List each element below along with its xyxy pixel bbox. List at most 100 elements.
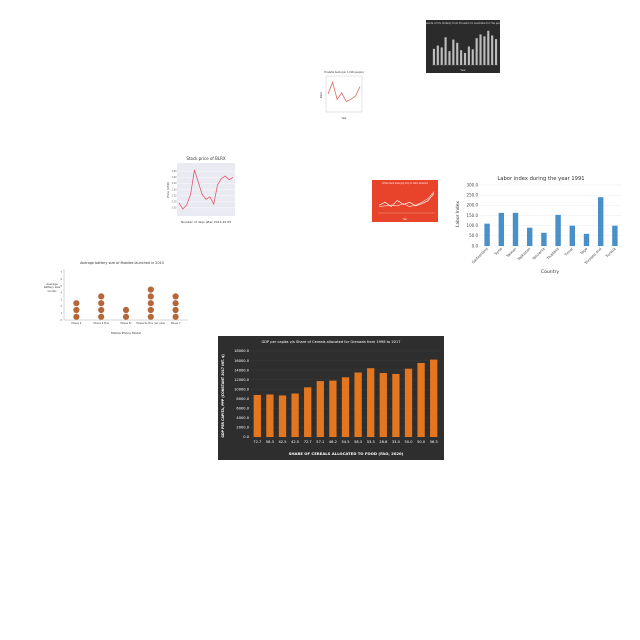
y-axis-label: GDP PER CAPITA, PPP (CONSTANT 2017 INT. … — [221, 354, 225, 438]
y-tick-label: 2.30 — [172, 188, 177, 191]
x-axis-label: Mobile Phone Model — [111, 331, 141, 335]
dot-3-1 — [122, 313, 130, 320]
x-tick-label: Togo — [579, 247, 588, 256]
x-axis-label: SHARE OF CEREALS ALLOCATED TO FOOD (FAO,… — [289, 451, 404, 456]
y-tick-label: 2.60 — [172, 170, 177, 173]
x-tick-label: 42.5 — [291, 440, 299, 444]
bar-1 — [253, 394, 261, 437]
bar-taiwan — [512, 212, 519, 246]
urban-land-line-chart: Urban land area (sq. km) in Latin Americ… — [372, 180, 438, 222]
x-tick-label: 56.3 — [430, 440, 438, 444]
bar-2 — [266, 394, 274, 437]
y-axis-label: Beds — [320, 91, 323, 98]
bar-tunisia — [612, 225, 618, 246]
x-tick-label: 50.0 — [404, 440, 413, 444]
x-tick-label: 54.5 — [341, 440, 349, 444]
bar-2015 — [491, 35, 494, 65]
plot-frame — [325, 75, 363, 113]
bar-2012 — [479, 34, 482, 65]
dot-4-4 — [147, 293, 154, 300]
bar-2001 — [436, 45, 439, 65]
y-tick-label: 2000.0 — [236, 426, 249, 430]
x-tick-label: Switzerland — [471, 247, 489, 265]
y-tick-label: 2.50 — [172, 176, 177, 179]
x-tick-label: 42.5 — [278, 440, 286, 444]
x-tick-label: Thailand — [545, 247, 559, 261]
x-tick-label: Tajikistan — [516, 247, 531, 262]
y-tick-label: 2.20 — [172, 194, 177, 197]
y-axis-label: Price (USD) — [166, 182, 170, 198]
bar-tanzania — [541, 232, 547, 246]
x-axis-label: Year — [341, 117, 346, 120]
y-tick-label: 150.0 — [467, 213, 479, 218]
dot-4-2 — [147, 306, 154, 314]
y-tick-label: 12000.0 — [234, 378, 250, 382]
chart-title: Labor index during the year 1991 — [497, 176, 584, 182]
y-axis-label: Average battery size (units) — [43, 283, 61, 293]
y-tick-label: 4000.0 — [236, 416, 249, 420]
bar-2005 — [452, 39, 455, 65]
bar-3 — [278, 395, 287, 437]
x-tick-label: 57.1 — [316, 440, 324, 444]
y-tick-label: 8000.0 — [236, 397, 249, 401]
y-tick-label: 6 — [60, 278, 62, 281]
bar-2004 — [448, 51, 451, 65]
bar-2013 — [483, 36, 486, 65]
dot-4-1 — [147, 313, 154, 320]
battery-size-dot-chart: Average battery size of Mobiles launched… — [42, 257, 194, 337]
y-tick-label: 0.0 — [243, 435, 249, 439]
chart-title: Stock price of BLRX — [186, 156, 225, 161]
x-tick-label: 72.7 — [304, 440, 312, 444]
bar-9 — [354, 372, 362, 437]
y-tick-label: 1 — [60, 312, 62, 315]
labor-index-bar-chart: Labor index during the year 1991 0.0 50.0… — [454, 172, 624, 276]
y-tick-label: 100.0 — [467, 223, 479, 228]
bar-12 — [392, 373, 400, 437]
bar-14 — [417, 362, 425, 437]
y-tick-label: 2.40 — [172, 182, 177, 185]
x-tick-label: 50.0 — [417, 440, 426, 444]
y-tick-label: 18000.0 — [234, 349, 250, 353]
bar-2006 — [456, 42, 459, 65]
x-tick-label: 56.3 — [266, 440, 274, 444]
bar-tajikistan — [527, 227, 533, 246]
series-line-1 — [378, 193, 435, 208]
x-tick-label: Moses 7 — [171, 322, 181, 325]
bar-2011 — [475, 38, 478, 65]
bar-trinidad-and — [598, 197, 604, 246]
dot-5-3 — [172, 300, 179, 307]
bar-2016 — [494, 39, 498, 65]
gdp-per-capita-bar-chart: GDP per capita v/s Share of Cereals allo… — [218, 336, 444, 460]
dot-2-2 — [98, 306, 105, 314]
oil-imports-bar-chart: Oil imports (thousands of US dollars) fr… — [426, 20, 500, 73]
x-tick-label: Tunisia — [604, 247, 616, 259]
x-tick-label: 53.3 — [367, 440, 375, 444]
bar-5 — [304, 387, 312, 437]
x-tick-label: 33.0 — [392, 440, 401, 444]
bar-2010 — [471, 49, 474, 65]
x-tick-label: Timor — [563, 247, 574, 258]
dot-2-3 — [98, 300, 105, 307]
chart-title: Hospital beds (per 1,000 people) — [324, 71, 363, 74]
x-tick-label: Moses 5s — [120, 322, 132, 325]
x-tick-label: 28.6 — [379, 440, 388, 444]
dot-1-1 — [73, 313, 80, 320]
bar-6 — [316, 381, 324, 437]
chart-title: Urban land area (sq. km) in Latin Americ… — [382, 182, 429, 185]
x-tick-label: Tanzania — [531, 247, 546, 262]
x-axis-label: Year — [403, 218, 408, 221]
series-line-2 — [378, 191, 435, 207]
bar-2003 — [444, 37, 447, 65]
y-tick-label: 2.10 — [172, 201, 177, 204]
bar-8 — [341, 377, 350, 437]
y-tick-label: 5 — [60, 285, 62, 288]
y-tick-label: 14000.0 — [234, 368, 250, 372]
bar-syria — [498, 212, 504, 246]
bar-2002 — [440, 47, 443, 65]
bar-7 — [329, 380, 337, 437]
dot-4-5 — [147, 286, 154, 293]
x-axis-label: Year — [460, 68, 466, 72]
hospital-beds-line-chart: Hospital beds (per 1,000 people) Year Be… — [320, 69, 364, 121]
x-tick-label: Moses 6 — [72, 322, 82, 325]
chart-title: Average battery size of Mobiles launched… — [80, 261, 164, 265]
